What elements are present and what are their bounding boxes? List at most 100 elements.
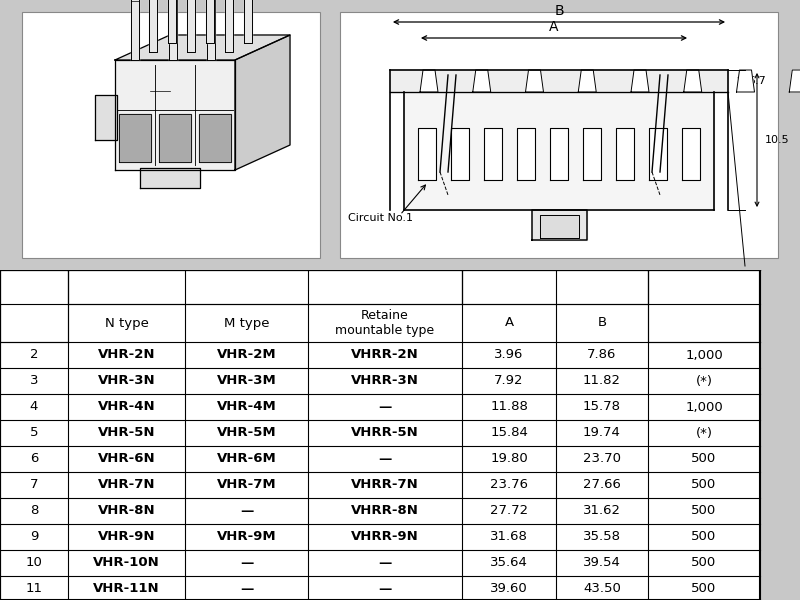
Text: Model No.: Model No. <box>230 280 299 294</box>
Text: —: — <box>378 583 392 595</box>
Text: 23.70: 23.70 <box>583 452 621 466</box>
Text: 31.68: 31.68 <box>490 530 528 544</box>
Polygon shape <box>484 128 502 180</box>
Text: VHRR-5N: VHRR-5N <box>351 427 419 439</box>
Polygon shape <box>404 92 714 210</box>
Polygon shape <box>649 128 667 180</box>
Text: VHRR-9N: VHRR-9N <box>351 530 419 544</box>
Text: B: B <box>598 317 606 329</box>
Text: VHR-3M: VHR-3M <box>217 374 276 388</box>
Polygon shape <box>207 0 215 60</box>
Text: 3: 3 <box>30 374 38 388</box>
Polygon shape <box>235 35 290 170</box>
Polygon shape <box>390 70 728 92</box>
Text: 43.50: 43.50 <box>583 583 621 595</box>
Text: VHR-5N: VHR-5N <box>98 427 155 439</box>
Polygon shape <box>616 128 634 180</box>
Text: 7: 7 <box>30 479 38 491</box>
Text: 31.62: 31.62 <box>583 505 621 517</box>
Text: 500: 500 <box>691 557 717 569</box>
Polygon shape <box>226 0 234 52</box>
Text: 35.64: 35.64 <box>490 557 528 569</box>
Text: —: — <box>240 557 253 569</box>
Text: 11.88: 11.88 <box>490 401 528 413</box>
Text: 11.82: 11.82 <box>583 374 621 388</box>
Bar <box>22 12 320 258</box>
Text: 15.78: 15.78 <box>583 401 621 413</box>
Text: 7.92: 7.92 <box>494 374 524 388</box>
Text: VHR-6N: VHR-6N <box>98 452 155 466</box>
Text: Circuits: Circuits <box>9 299 59 313</box>
Bar <box>340 12 778 258</box>
Text: 7.86: 7.86 <box>587 349 617 361</box>
Polygon shape <box>187 0 195 52</box>
Text: Q'ty /
bag: Q'ty / bag <box>686 292 722 320</box>
Text: 6: 6 <box>30 452 38 466</box>
Text: 35.58: 35.58 <box>583 530 621 544</box>
Polygon shape <box>159 113 191 162</box>
Text: (*): (*) <box>695 427 713 439</box>
Text: 10.5: 10.5 <box>765 135 790 145</box>
Text: VHR-4M: VHR-4M <box>217 401 276 413</box>
Text: VHR-9M: VHR-9M <box>217 530 276 544</box>
Text: —: — <box>240 505 253 517</box>
Text: 2: 2 <box>30 349 38 361</box>
Text: A: A <box>505 317 514 329</box>
Text: 5.7: 5.7 <box>748 76 766 86</box>
Text: VHR-10N: VHR-10N <box>93 557 160 569</box>
Text: B: B <box>554 4 564 18</box>
Polygon shape <box>115 35 290 60</box>
Polygon shape <box>682 128 700 180</box>
Text: 1,000: 1,000 <box>685 349 723 361</box>
Text: 4: 4 <box>30 401 38 413</box>
Text: VHR-6M: VHR-6M <box>217 452 276 466</box>
Polygon shape <box>420 70 438 92</box>
Text: 1,000: 1,000 <box>685 401 723 413</box>
Polygon shape <box>115 60 235 170</box>
Text: 500: 500 <box>691 479 717 491</box>
Polygon shape <box>517 128 535 180</box>
Polygon shape <box>531 210 586 240</box>
Text: VHR-11N: VHR-11N <box>93 583 160 595</box>
Text: VHR-4N: VHR-4N <box>98 401 155 413</box>
Text: Circuit No.1: Circuit No.1 <box>348 213 413 223</box>
Polygon shape <box>68 270 462 304</box>
Text: —: — <box>378 557 392 569</box>
Text: VHR-9N: VHR-9N <box>98 530 155 544</box>
Text: VHR-2N: VHR-2N <box>98 349 155 361</box>
Text: 8: 8 <box>30 505 38 517</box>
Text: 3.96: 3.96 <box>494 349 524 361</box>
Text: VHRR-7N: VHRR-7N <box>351 479 419 491</box>
Text: M type: M type <box>224 317 270 329</box>
Polygon shape <box>583 128 601 180</box>
Text: (*): (*) <box>695 374 713 388</box>
Polygon shape <box>206 0 214 43</box>
Polygon shape <box>150 0 158 52</box>
Polygon shape <box>790 70 800 92</box>
Text: Retaine
mountable type: Retaine mountable type <box>335 309 434 337</box>
Polygon shape <box>119 113 151 162</box>
Polygon shape <box>526 70 543 92</box>
Polygon shape <box>462 270 648 304</box>
Text: 23.76: 23.76 <box>490 479 528 491</box>
Text: 500: 500 <box>691 505 717 517</box>
Polygon shape <box>418 128 436 180</box>
Polygon shape <box>684 70 702 92</box>
Text: A: A <box>550 20 558 34</box>
Text: VHR-7M: VHR-7M <box>217 479 276 491</box>
Polygon shape <box>169 0 177 60</box>
Text: 500: 500 <box>691 530 717 544</box>
Text: 10: 10 <box>26 557 42 569</box>
Text: 39.60: 39.60 <box>490 583 528 595</box>
Text: 27.72: 27.72 <box>490 505 528 517</box>
Polygon shape <box>451 128 469 180</box>
Polygon shape <box>168 0 176 43</box>
Polygon shape <box>539 215 578 238</box>
Text: 15.84: 15.84 <box>490 427 528 439</box>
Text: VHR-3N: VHR-3N <box>98 374 155 388</box>
Text: VHRR-8N: VHRR-8N <box>351 505 419 517</box>
Text: 500: 500 <box>691 452 717 466</box>
Polygon shape <box>199 113 231 162</box>
Text: 11: 11 <box>26 583 42 595</box>
Text: VHRR-3N: VHRR-3N <box>351 374 419 388</box>
